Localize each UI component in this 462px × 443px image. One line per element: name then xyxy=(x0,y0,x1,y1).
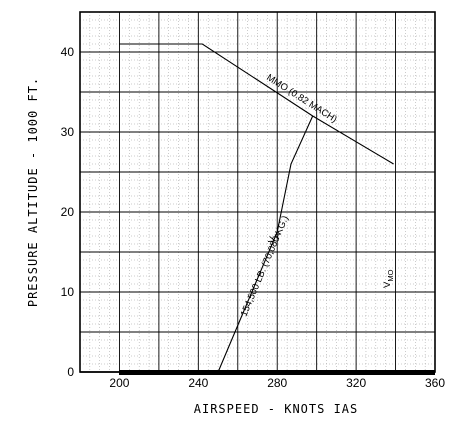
vmo-annotation: VMO xyxy=(382,269,395,288)
series-layer xyxy=(119,43,394,373)
y-tick-label: 40 xyxy=(61,45,75,59)
major-grid xyxy=(80,12,435,372)
y-axis-title: PRESSURE ALTITUDE - 1000 FT. xyxy=(26,77,40,307)
y-tick-label: 20 xyxy=(61,205,75,219)
x-tick-label: 280 xyxy=(267,376,287,390)
minor-grid xyxy=(80,12,435,372)
y-tick-label: 30 xyxy=(61,125,75,139)
tick-labels: 200 240 280 320 360 0 10 20 30 40 xyxy=(61,45,446,390)
x-tick-label: 320 xyxy=(346,376,366,390)
y-tick-label: 10 xyxy=(61,285,75,299)
y-tick-label: 0 xyxy=(67,365,74,379)
series-line-mmo xyxy=(119,43,394,165)
x-tick-label: 360 xyxy=(425,376,445,390)
series-line-va xyxy=(217,115,314,373)
x-tick-label: 200 xyxy=(109,376,129,390)
mmo-annotation: MMO (0.82 MACH) xyxy=(264,72,338,125)
x-axis-title: AIRSPEED - KNOTS IAS xyxy=(194,402,359,416)
x-tick-label: 240 xyxy=(188,376,208,390)
weight-annotation: 154,500 LB. (70,080 KG.) xyxy=(239,214,291,318)
va-annotation: VA xyxy=(266,231,282,246)
